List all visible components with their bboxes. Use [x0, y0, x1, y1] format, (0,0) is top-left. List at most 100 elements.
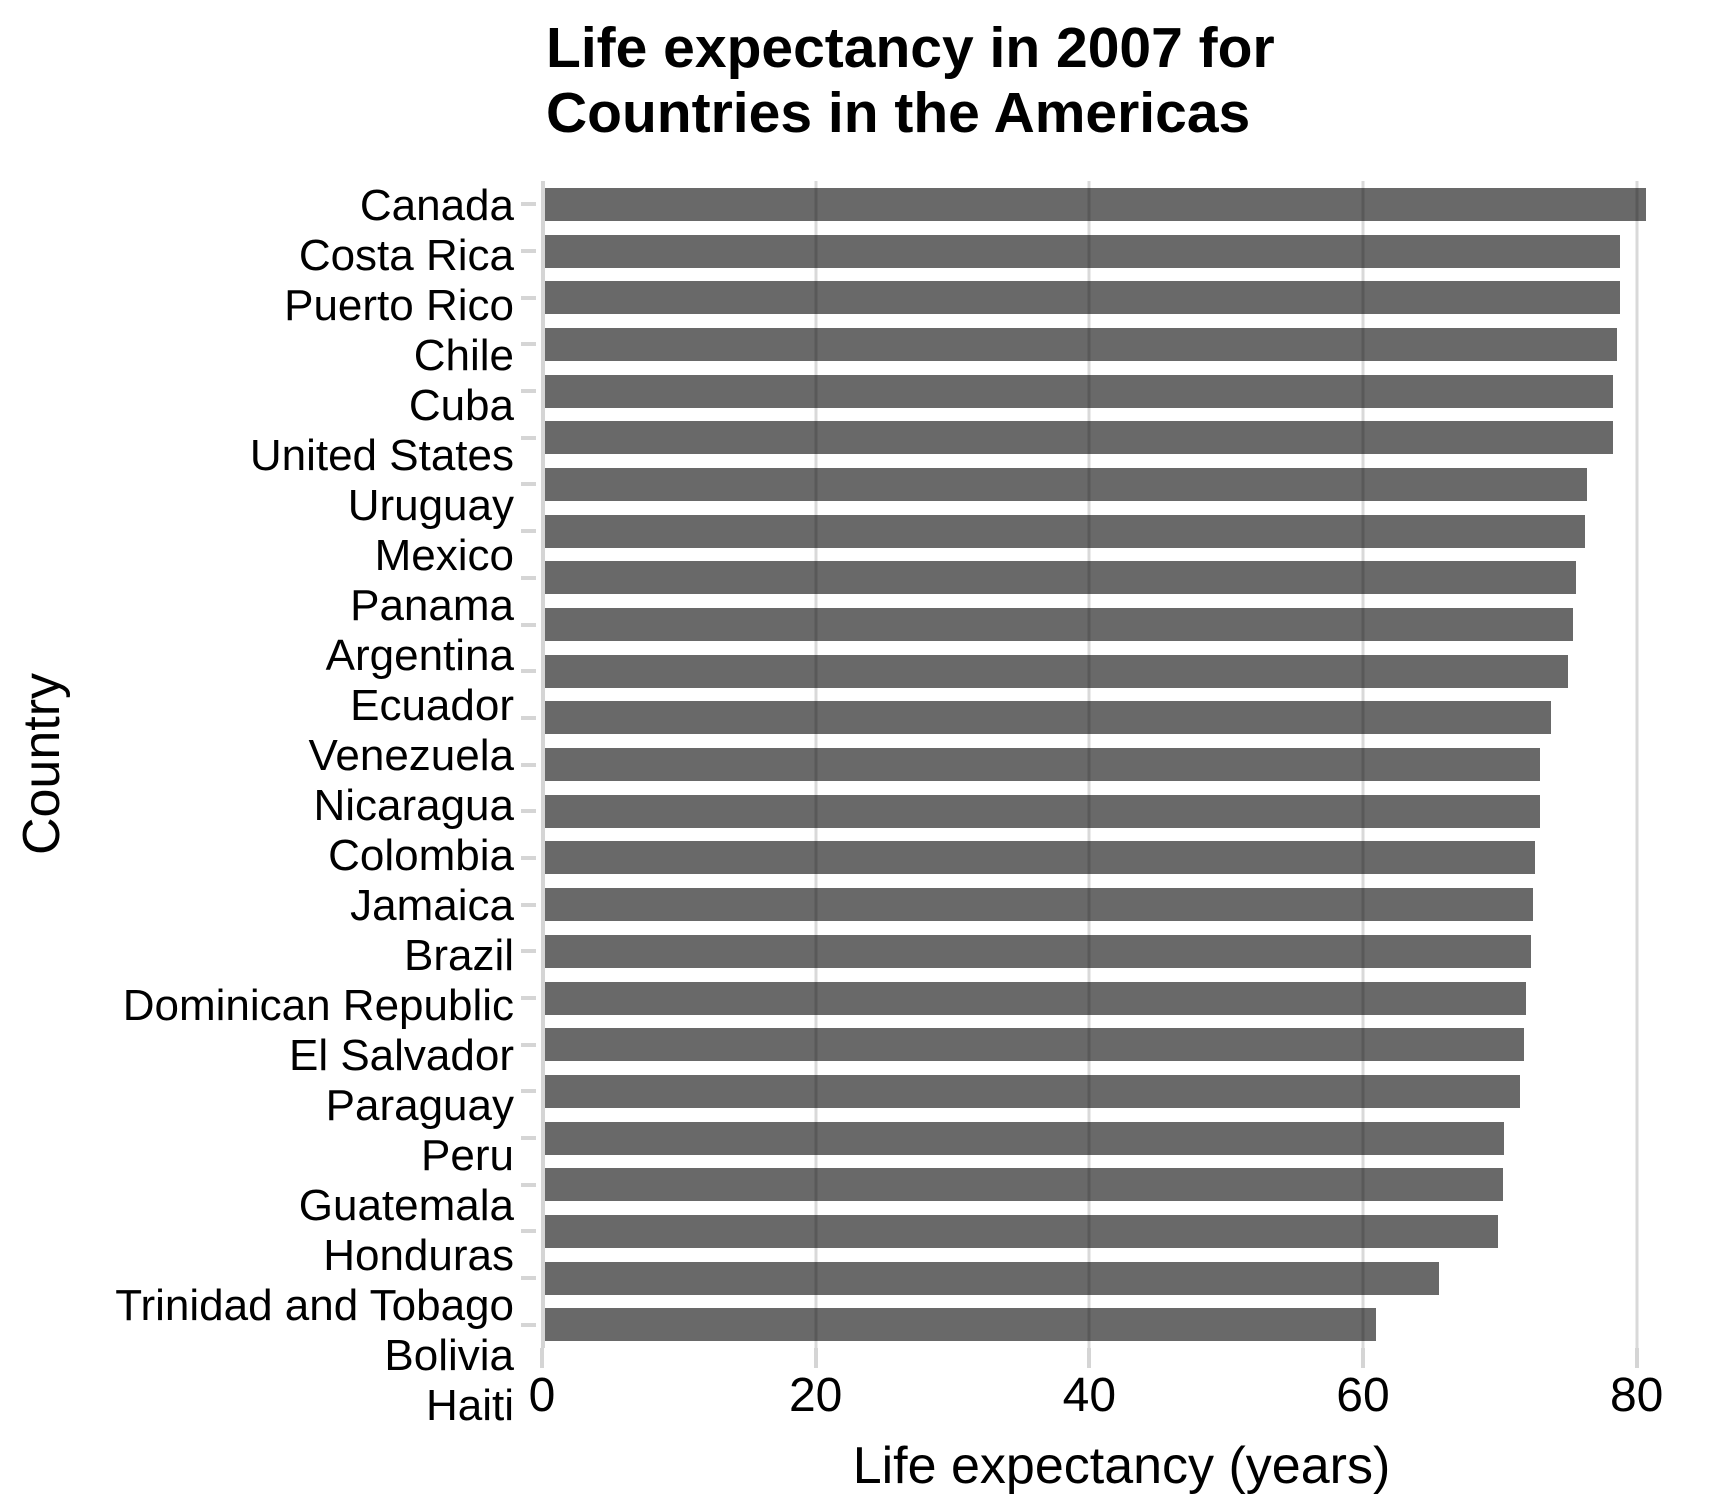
x-axis-ticks — [540, 1348, 1701, 1368]
y-tick-mark — [521, 715, 536, 720]
bar-row — [544, 788, 1701, 835]
y-axis-label: Ecuador — [350, 681, 514, 730]
y-axis-label: Costa Rica — [298, 231, 514, 280]
bar — [544, 934, 1531, 968]
y-tick-row — [521, 368, 536, 415]
y-axis-label: Cuba — [408, 381, 514, 430]
bar-row — [544, 695, 1701, 742]
bar-row — [544, 1068, 1701, 1115]
y-axis-label: Nicaragua — [313, 781, 514, 830]
chart-title-line1: Life expectancy in 2007 for — [546, 16, 1275, 80]
bar-row — [544, 1115, 1701, 1162]
y-tick-mark — [521, 249, 536, 254]
x-tick-mark — [813, 1348, 818, 1368]
x-tick-mark — [540, 1348, 544, 1368]
y-tick-row — [521, 788, 536, 835]
y-tick-mark — [521, 902, 536, 907]
y-tick-row — [521, 414, 536, 461]
y-tick-mark — [521, 1136, 536, 1141]
y-axis-label: Honduras — [323, 1231, 514, 1280]
bar — [544, 794, 1540, 828]
x-tick-mark — [1361, 1348, 1365, 1368]
bar-row — [544, 1208, 1701, 1255]
bar-row — [544, 414, 1701, 461]
bar-row — [544, 368, 1701, 415]
y-tick-mark — [521, 996, 536, 1001]
y-tick-row — [521, 1302, 536, 1349]
y-axis-label: Uruguay — [347, 481, 514, 530]
x-tick-mark — [1087, 1348, 1092, 1368]
bar-row — [544, 975, 1701, 1022]
y-tick-row — [521, 601, 536, 648]
y-tick-row — [521, 461, 536, 508]
y-tick-mark — [521, 1182, 536, 1187]
y-tick-row — [521, 928, 536, 975]
y-axis-label: Panama — [350, 581, 514, 630]
y-tick-row — [521, 1068, 536, 1115]
y-tick-row — [521, 835, 536, 882]
chart-title-line2: Countries in the Americas — [546, 81, 1251, 145]
y-axis-label: Venezuela — [308, 731, 514, 780]
y-tick-row — [521, 508, 536, 555]
bars-container — [544, 181, 1701, 1348]
bar-row — [544, 274, 1701, 321]
y-tick-row — [521, 555, 536, 602]
bar — [544, 1308, 1377, 1342]
bar-row — [544, 228, 1701, 275]
bar-row — [544, 1021, 1701, 1068]
y-axis-label: Haiti — [425, 1381, 514, 1430]
y-tick-mark — [521, 1089, 536, 1094]
x-tick-label: 60 — [1336, 1369, 1390, 1422]
y-axis-label: Brazil — [403, 931, 514, 980]
bar — [544, 981, 1526, 1015]
bar — [544, 1214, 1498, 1248]
x-tick-mark — [1634, 1348, 1639, 1368]
y-tick-mark — [521, 389, 536, 394]
bar — [544, 514, 1585, 548]
bar — [544, 234, 1621, 268]
y-axis-label: Trinidad and Tobago — [115, 1281, 514, 1330]
x-gridline — [1087, 181, 1091, 1348]
bar — [544, 608, 1573, 642]
bar — [544, 327, 1618, 361]
bar-row — [544, 1302, 1701, 1349]
y-axis-label: Paraguay — [325, 1081, 514, 1130]
bar-row — [544, 508, 1701, 555]
y-axis-label: Chile — [413, 331, 514, 380]
bar — [544, 748, 1540, 782]
y-axis-label: Puerto Rico — [284, 281, 514, 330]
bar — [544, 1168, 1503, 1202]
y-axis-label: Guatemala — [298, 1181, 514, 1230]
bar-row — [544, 321, 1701, 368]
y-tick-mark — [521, 1229, 536, 1234]
y-tick-mark — [521, 855, 536, 860]
y-axis-label: Canada — [359, 181, 514, 230]
y-axis-label: Jamaica — [350, 881, 514, 930]
y-tick-row — [521, 1021, 536, 1068]
chart-title: Life expectancy in 2007 for Countries in… — [546, 16, 1275, 146]
y-tick-mark — [521, 622, 536, 627]
y-tick-row — [521, 975, 536, 1022]
x-axis-title: Life expectancy (years) — [852, 1437, 1391, 1495]
y-tick-mark — [521, 1322, 536, 1327]
y-tick-row — [521, 881, 536, 928]
y-axis-label: Argentina — [325, 631, 514, 680]
bar — [544, 187, 1646, 221]
bar — [544, 281, 1620, 315]
y-tick-mark — [521, 435, 536, 440]
bar-row — [544, 648, 1701, 695]
y-tick-row — [521, 228, 536, 275]
y-tick-mark — [521, 482, 536, 487]
y-axis-labels: Canada Costa Rica Puerto Rico Chile Cuba Unit… — [0, 181, 514, 1430]
y-tick-mark — [521, 809, 536, 814]
y-axis-label: Mexico — [374, 531, 514, 580]
y-axis-label: Bolivia — [384, 1331, 514, 1380]
y-tick-mark — [521, 295, 536, 300]
y-tick-row — [521, 1161, 536, 1208]
x-gridline — [814, 181, 818, 1348]
y-axis-label: Colombia — [328, 831, 514, 880]
y-tick-mark — [521, 1276, 536, 1281]
bar-row — [544, 835, 1701, 882]
bar-row — [544, 1255, 1701, 1302]
bar-row — [544, 461, 1701, 508]
